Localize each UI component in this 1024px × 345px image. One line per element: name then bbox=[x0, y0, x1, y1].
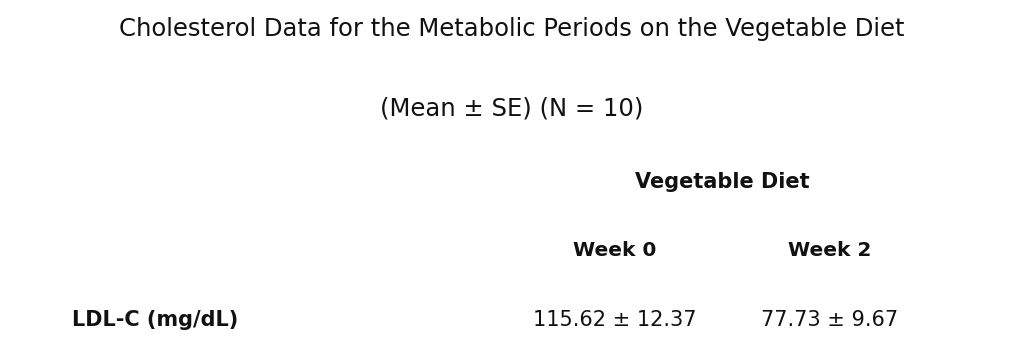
Text: 115.62 ± 12.37: 115.62 ± 12.37 bbox=[532, 310, 696, 331]
Text: Vegetable Diet: Vegetable Diet bbox=[635, 172, 809, 193]
Text: Cholesterol Data for the Metabolic Periods on the Vegetable Diet: Cholesterol Data for the Metabolic Perio… bbox=[119, 17, 905, 41]
Text: LDL-C (mg/dL): LDL-C (mg/dL) bbox=[72, 310, 238, 331]
Text: 77.73 ± 9.67: 77.73 ± 9.67 bbox=[761, 310, 898, 331]
Text: (Mean ± SE) (N = 10): (Mean ± SE) (N = 10) bbox=[380, 97, 644, 121]
Text: Week 2: Week 2 bbox=[787, 241, 871, 260]
Text: Week 0: Week 0 bbox=[572, 241, 656, 260]
